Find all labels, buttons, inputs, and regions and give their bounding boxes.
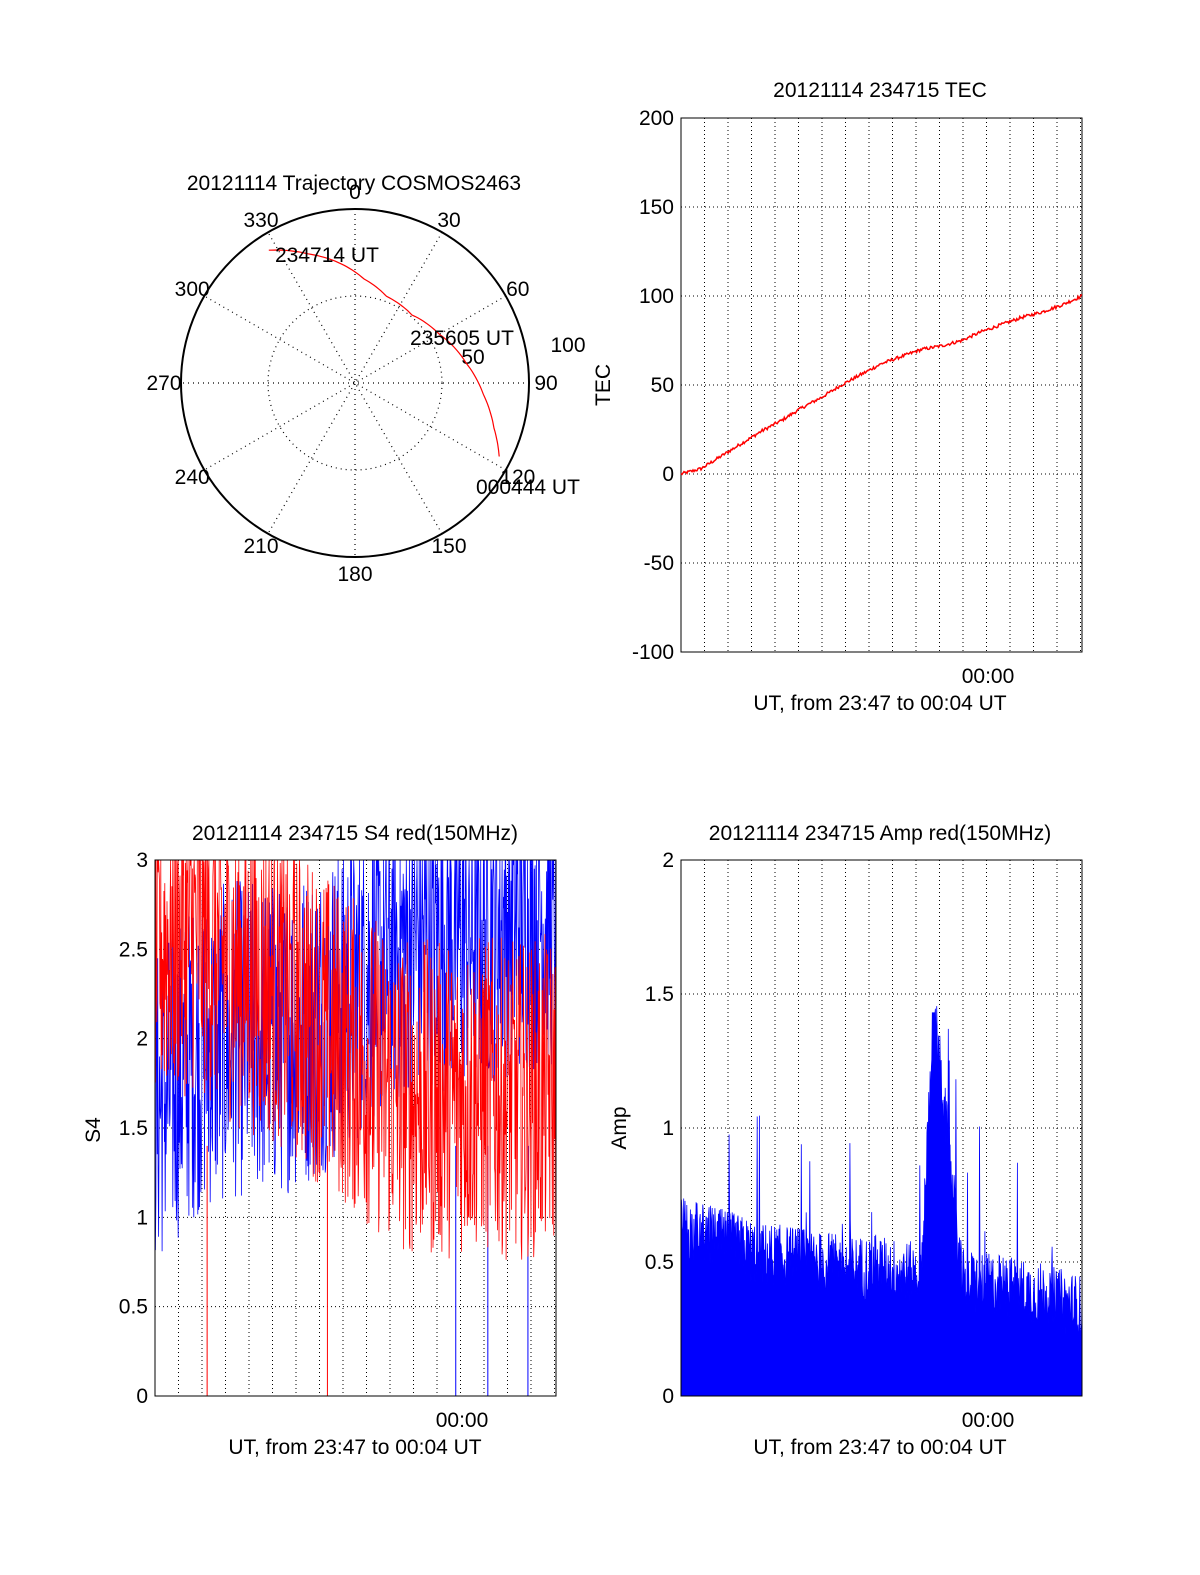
amp-blue-series: [680, 1006, 1083, 1397]
trajectory-track: [268, 249, 500, 457]
y-tick-label: 0.5: [119, 1296, 148, 1319]
tec-axes-box: [680, 117, 1083, 653]
y-tick-label: 0: [662, 463, 674, 486]
s4-red-line: [154, 859, 557, 1260]
polar-outer-circle: [180, 208, 530, 558]
y-tick-label: 0: [662, 1385, 674, 1408]
amp-xlabel: UT, from 23:47 to 00:04 UT: [753, 1436, 1006, 1459]
s4-x-tick-label: 00:00: [436, 1409, 489, 1432]
tec-grid: [681, 118, 1082, 652]
y-tick-label: -100: [632, 641, 674, 664]
amp-x-tick-label: 00:00: [962, 1409, 1015, 1432]
s4-y-tick-labels: 3 2.5 2 1.5 1 0.5 0: [119, 849, 148, 1408]
y-tick-label: 150: [639, 196, 674, 219]
tec-series-line: [680, 294, 1082, 476]
tec-y-tick-labels: 200 150 100 50 0 -50 -100: [632, 107, 674, 664]
azimuth-label: 120: [500, 466, 535, 489]
azimuth-label: 270: [146, 372, 181, 395]
y-tick-label: 1: [136, 1206, 148, 1229]
amp-plot: 20121114 234715 Amp red(150MHz) 2 1.5 1 0.5…: [608, 822, 1083, 1459]
y-tick-label: 2.5: [119, 938, 148, 961]
y-tick-label: 2: [136, 1028, 148, 1051]
polar-grid-spoke: [267, 232, 443, 534]
y-tick-label: 100: [639, 285, 674, 308]
y-tick-label: 1.5: [119, 1117, 148, 1140]
amp-title: 20121114 234715 Amp red(150MHz): [709, 822, 1051, 845]
amp-blue-fill: [680, 1006, 1083, 1397]
azimuth-label: 330: [243, 209, 278, 232]
azimuth-label: 60: [506, 278, 529, 301]
tec-x-tick-label: 00:00: [962, 665, 1015, 688]
s4-ylabel: S4: [82, 1117, 105, 1143]
trajectory-mid-annotation: 235605 UT: [410, 327, 514, 350]
trajectory-end-annotation: 000444 UT: [476, 476, 580, 499]
tec-xlabel: UT, from 23:47 to 00:04 UT: [753, 692, 1006, 715]
s4-axes-box: [154, 859, 557, 1397]
trajectory-plot: 20121114 Trajectory COSMOS2463 0 30 60 90 12…: [146, 172, 585, 586]
y-tick-label: 3: [136, 849, 148, 872]
amp-axes-box: [680, 859, 1083, 1397]
azimuth-label: 180: [337, 563, 372, 586]
azimuth-label: 300: [175, 278, 210, 301]
y-tick-label: -50: [644, 552, 674, 575]
radial-labels: 50 100: [461, 334, 585, 369]
y-tick-label: 1.5: [645, 983, 674, 1006]
y-tick-label: 0: [136, 1385, 148, 1408]
s4-red-series: [154, 859, 557, 1396]
azimuth-label: 240: [175, 466, 210, 489]
azimuth-label: 30: [437, 209, 460, 232]
amp-ylabel: Amp: [608, 1106, 631, 1149]
y-tick-label: 0.5: [645, 1251, 674, 1274]
azimuth-label: 210: [243, 535, 278, 558]
tec-plot: 20121114 234715 TEC 200150100500-50-100 …: [592, 79, 1083, 715]
radial-label: 50: [461, 346, 484, 369]
trajectory-title: 20121114 Trajectory COSMOS2463: [187, 172, 521, 195]
polar-grid-circle: [267, 295, 443, 471]
s4-title: 20121114 234715 S4 red(150MHz): [192, 822, 518, 845]
polar-grid-spoke: [267, 232, 443, 534]
y-tick-label: 200: [639, 107, 674, 130]
polar-grid: [181, 209, 529, 557]
azimuth-label: 150: [431, 535, 466, 558]
radial-label: 100: [550, 334, 585, 357]
y-tick-label: 2: [662, 849, 674, 872]
tec-title: 20121114 234715 TEC: [773, 79, 987, 102]
azimuth-label: 90: [534, 372, 557, 395]
s4-plot: 20121114 234715 S4 red(150MHz) 3 2.5 2 1.5 1…: [82, 822, 557, 1459]
s4-xlabel: UT, from 23:47 to 00:04 UT: [228, 1436, 481, 1459]
amp-y-tick-labels: 2 1.5 1 0.5 0: [645, 849, 674, 1408]
tec-ylabel: TEC: [592, 364, 615, 406]
azimuth-labels: 0 30 60 90 120 150 180 210 240 270 300 330: [146, 181, 557, 586]
trajectory-start-annotation: 234714 UT: [275, 244, 379, 267]
y-tick-label: 50: [651, 374, 674, 397]
y-tick-label: 1: [662, 1117, 674, 1140]
azimuth-label: 0: [349, 181, 361, 204]
